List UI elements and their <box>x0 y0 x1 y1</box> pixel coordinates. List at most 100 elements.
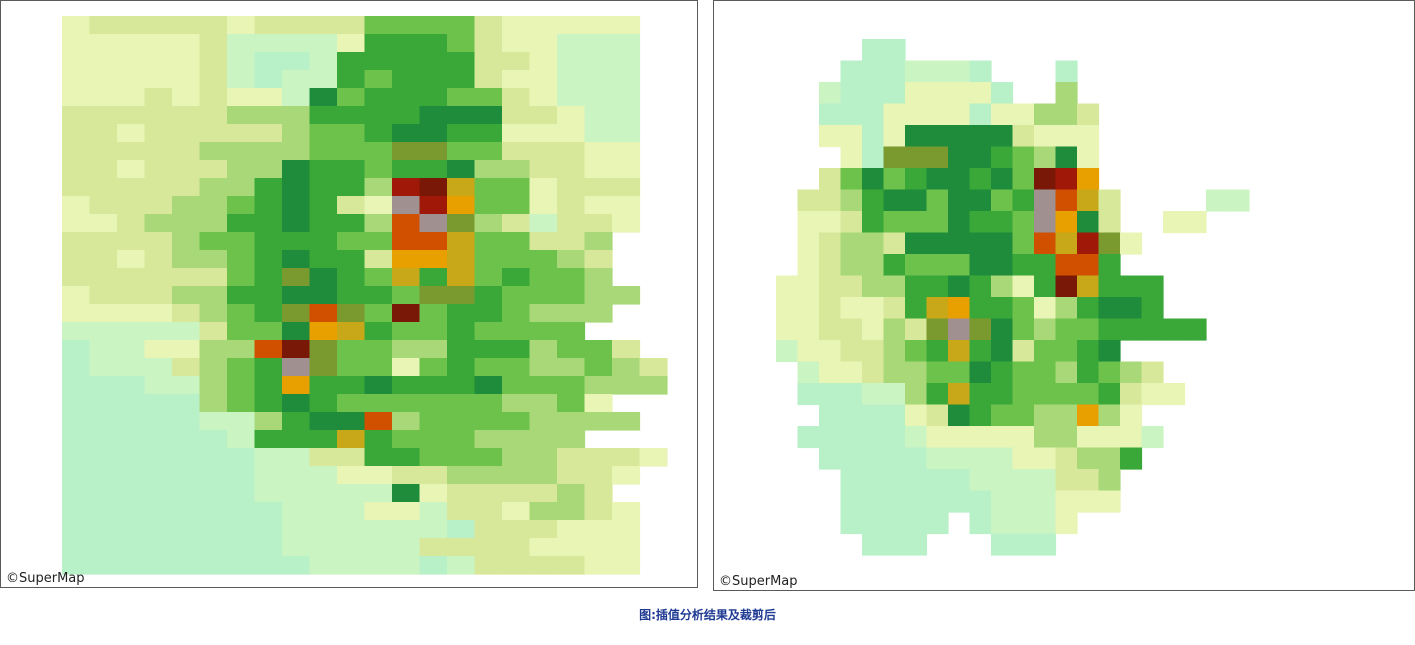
raster-cell <box>392 484 421 503</box>
raster-cell <box>991 297 1014 320</box>
raster-cell <box>557 430 586 449</box>
raster-cell <box>172 106 201 125</box>
raster-cell <box>62 70 91 89</box>
raster-cell <box>337 286 366 305</box>
raster-cell <box>337 340 366 359</box>
raster-cell <box>612 34 641 53</box>
raster-cell <box>926 60 949 83</box>
raster-cell <box>172 376 201 395</box>
raster-cell <box>62 232 91 251</box>
raster-cell <box>419 376 448 395</box>
raster-cell <box>1120 447 1143 470</box>
raster-cell <box>529 376 558 395</box>
raster-cell <box>840 297 863 320</box>
raster-cell <box>227 358 256 377</box>
raster-cell <box>392 304 421 323</box>
raster-cell <box>840 340 863 363</box>
raster-cell <box>1098 447 1121 470</box>
raster-cell <box>227 160 256 179</box>
raster-cell <box>969 125 992 148</box>
raster-cell <box>117 538 146 557</box>
raster-cell <box>419 466 448 485</box>
raster-cell <box>199 70 228 89</box>
raster-cell <box>926 254 949 277</box>
raster-cell <box>1034 447 1057 470</box>
raster-cell <box>62 322 91 341</box>
raster-cell <box>309 466 338 485</box>
raster-cell <box>557 16 586 35</box>
raster-cell <box>419 142 448 161</box>
raster-cell <box>948 275 971 298</box>
raster-cell <box>447 160 476 179</box>
raster-cell <box>905 404 928 427</box>
raster-cell <box>584 178 613 197</box>
raster-cell <box>62 142 91 161</box>
raster-cell <box>282 394 311 413</box>
raster-cell <box>227 88 256 107</box>
raster-cell <box>557 448 586 467</box>
raster-cell <box>364 520 393 539</box>
raster-cell <box>392 124 421 143</box>
raster-cell <box>840 318 863 341</box>
raster-cell <box>282 70 311 89</box>
raster-cell <box>883 297 906 320</box>
raster-cell <box>991 361 1014 384</box>
raster-cell <box>62 412 91 431</box>
raster-cell <box>89 70 118 89</box>
raster-cell <box>392 16 421 35</box>
raster-cell <box>926 469 949 492</box>
raster-cell <box>502 466 531 485</box>
raster-cell <box>474 466 503 485</box>
raster-cell <box>392 376 421 395</box>
raster-cell <box>1034 490 1057 513</box>
raster-cell <box>117 106 146 125</box>
raster-cell <box>447 412 476 431</box>
raster-cell <box>529 556 558 575</box>
raster-cell <box>819 318 842 341</box>
raster-cell <box>883 383 906 406</box>
raster-cell <box>502 16 531 35</box>
raster-cell <box>199 16 228 35</box>
raster-cell <box>612 70 641 89</box>
raster-cell <box>991 490 1014 513</box>
raster-cell <box>144 88 173 107</box>
raster-cell <box>392 412 421 431</box>
raster-cell <box>502 106 531 125</box>
raster-cell <box>89 394 118 413</box>
raster-cell <box>474 448 503 467</box>
raster-cell <box>309 196 338 215</box>
raster-cell <box>364 268 393 287</box>
raster-cell <box>926 189 949 212</box>
raster-cell <box>117 322 146 341</box>
raster-cell <box>447 556 476 575</box>
raster-cell <box>117 52 146 71</box>
clipped-raster-map[interactable] <box>714 1 1414 590</box>
raster-cell <box>89 376 118 395</box>
raster-cell <box>89 340 118 359</box>
raster-cell <box>1098 383 1121 406</box>
raster-cell <box>883 189 906 212</box>
raster-cell <box>392 394 421 413</box>
interpolation-raster-map[interactable] <box>1 1 697 587</box>
raster-cell <box>364 484 393 503</box>
raster-cell <box>883 469 906 492</box>
raster-cell <box>282 520 311 539</box>
raster-cell <box>1055 275 1078 298</box>
raster-cell <box>199 484 228 503</box>
raster-cell <box>447 52 476 71</box>
raster-cell <box>948 447 971 470</box>
raster-cell <box>309 286 338 305</box>
raster-cell <box>1012 232 1035 255</box>
raster-cell <box>862 361 885 384</box>
raster-cell <box>117 88 146 107</box>
raster-cell <box>199 34 228 53</box>
raster-cell <box>948 232 971 255</box>
raster-cell <box>948 211 971 234</box>
raster-cell <box>1034 404 1057 427</box>
raster-cell <box>797 318 820 341</box>
raster-cell <box>840 426 863 449</box>
raster-cell <box>883 82 906 105</box>
raster-cell <box>62 304 91 323</box>
raster-cell <box>144 232 173 251</box>
raster-cell <box>227 16 256 35</box>
